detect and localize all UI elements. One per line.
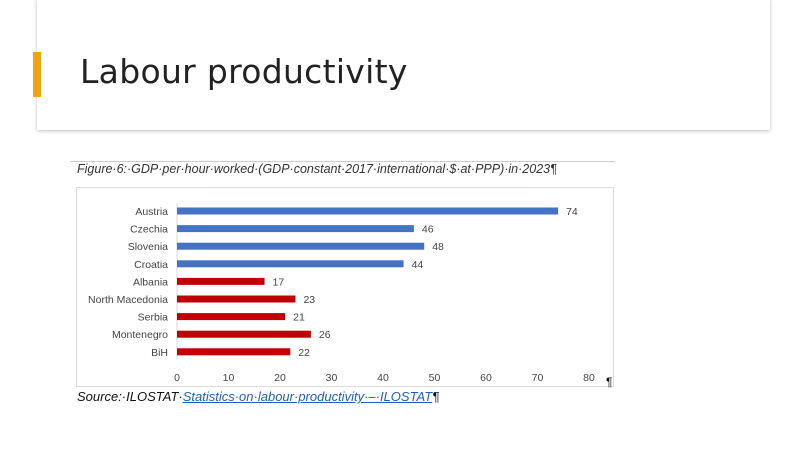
bar [177, 277, 265, 285]
figure-caption: Figure·6:·GDP·per·hour·worked·(GDP·const… [77, 162, 557, 176]
data-label: 23 [303, 294, 315, 306]
bar [177, 348, 291, 356]
x-tick-label: 80 [583, 372, 595, 384]
category-label: Albania [133, 276, 168, 288]
category-label: Montenegro [112, 329, 168, 341]
data-label: 21 [293, 312, 305, 324]
data-label: 46 [422, 224, 434, 236]
bar [177, 242, 425, 250]
category-label: Czechia [130, 224, 168, 236]
data-label: 22 [298, 347, 310, 359]
title-box [37, 0, 770, 130]
bar [177, 225, 414, 233]
x-tick-label: 50 [429, 372, 441, 384]
bar-chart: Austria 74 Czechia 46 Slovenia 48 Croatia 44 Alb… [88, 203, 595, 384]
category-label: Austria [135, 206, 168, 218]
bar [177, 330, 311, 338]
x-tick-label: 0 [174, 372, 180, 384]
category-label: North Macedonia [88, 294, 168, 306]
x-tick-label: 30 [326, 372, 338, 384]
source-line: Source:·ILOSTAT·Statistics·on·labour·pro… [77, 389, 439, 404]
data-label: 44 [412, 259, 424, 271]
x-tick-label: 70 [532, 372, 544, 384]
data-label: 74 [566, 206, 578, 218]
divider [70, 161, 615, 162]
data-label: 17 [273, 276, 285, 288]
bar [177, 295, 296, 303]
data-label: 48 [432, 241, 444, 253]
bar [177, 207, 559, 215]
category-label: Croatia [134, 259, 168, 271]
source-link[interactable]: Statistics·on·labour·productivity·–·ILOS… [182, 389, 433, 404]
paragraph-mark: ¶ [606, 375, 613, 389]
category-label: BiH [151, 347, 168, 359]
x-tick-label: 60 [480, 372, 492, 384]
x-tick-label: 20 [274, 372, 286, 384]
slide-title: Labour productivity [80, 52, 408, 91]
bar [177, 260, 404, 268]
chart-frame: Austria 74 Czechia 46 Slovenia 48 Croatia 44 Alb… [76, 187, 614, 387]
source-prefix: Source:·ILOSTAT· [77, 389, 183, 404]
source-suffix: ¶ [432, 389, 440, 404]
data-label: 26 [319, 329, 331, 341]
title-accent-bar [33, 52, 41, 97]
category-label: Serbia [138, 312, 169, 324]
x-tick-label: 10 [223, 372, 235, 384]
bar [177, 313, 286, 321]
category-label: Slovenia [128, 241, 168, 253]
x-tick-label: 40 [377, 372, 389, 384]
